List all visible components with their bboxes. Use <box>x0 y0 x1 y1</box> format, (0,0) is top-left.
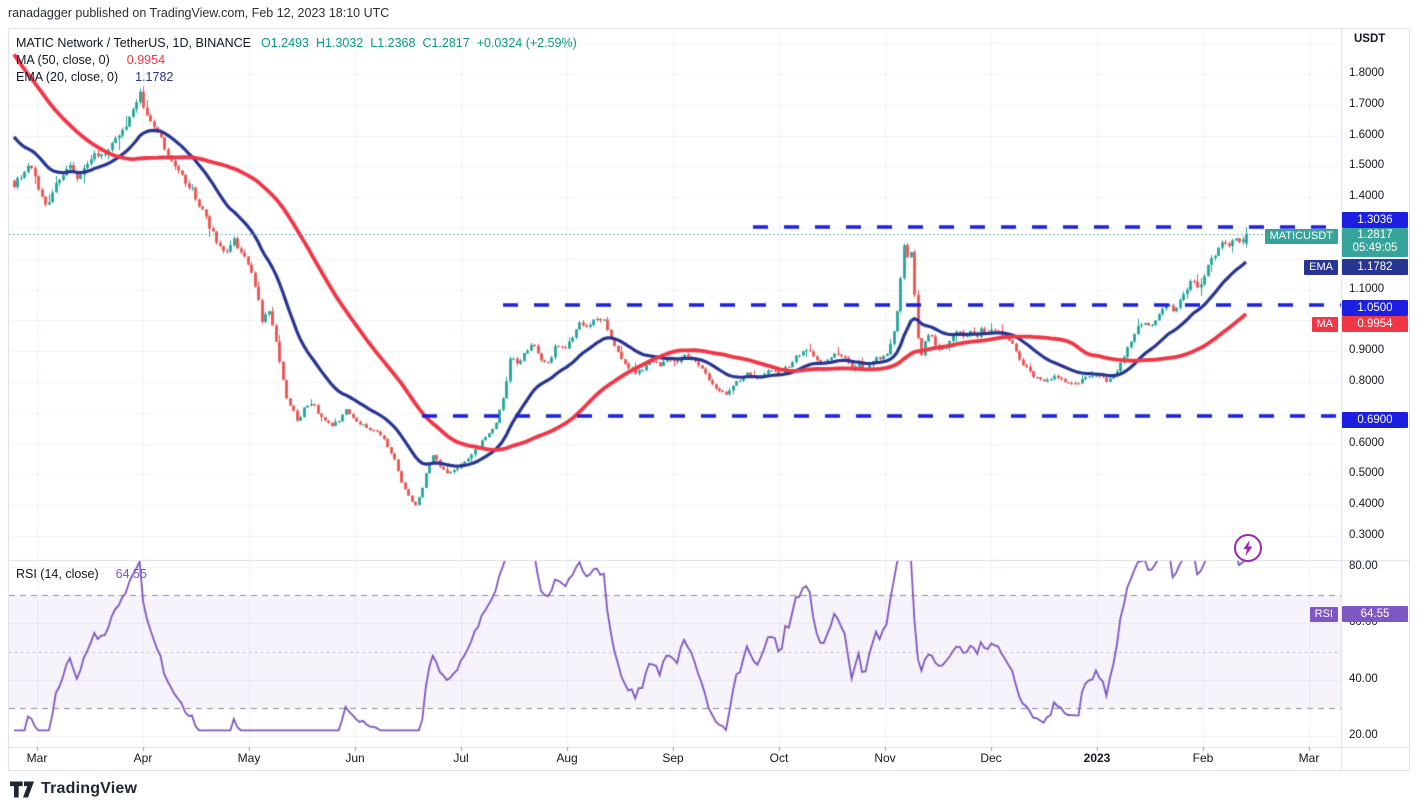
ema-legend-row[interactable]: EMA (20, close, 0) 1.1782 <box>16 70 173 84</box>
price-scale-currency: USDT <box>1354 33 1386 45</box>
rsi-legend-row[interactable]: RSI (14, close) 64.55 <box>16 567 147 581</box>
ma-price-badge: 0.9954 <box>1342 316 1408 332</box>
rsi-name-badge: RSI <box>1309 607 1338 622</box>
ma-name-badge: MA <box>1311 317 1338 332</box>
ohlc-high: H1.3032 <box>315 36 364 50</box>
ema-indicator-value: 1.1782 <box>135 70 174 84</box>
price-tick-label: 0.4000 <box>1349 498 1385 510</box>
time-axis-label: Mar <box>26 751 48 765</box>
time-axis-label: Dec <box>980 751 1002 765</box>
level-price-badge: 1.0500 <box>1342 300 1408 316</box>
time-axis-label: Aug <box>556 751 578 765</box>
price-tick-label: 1.6000 <box>1349 129 1385 141</box>
time-axis-label: Jul <box>453 751 469 765</box>
attribution-text: ranadagger published on TradingView.com,… <box>8 6 390 20</box>
ema-name-badge: EMA <box>1304 260 1338 275</box>
symbol-legend-row[interactable]: MATIC Network / TetherUS, 1D, BINANCE O1.… <box>16 36 584 50</box>
time-axis-label: May <box>237 751 261 765</box>
ma-indicator-label[interactable]: MA (50, close, 0) <box>16 53 110 67</box>
price-tick-label: 0.5000 <box>1349 467 1385 479</box>
time-axis-label: Mar <box>1298 751 1320 765</box>
tradingview-logo[interactable]: TradingView <box>10 780 137 798</box>
time-axis-label-year: 2023 <box>1083 751 1111 765</box>
last-price-value: 1.2817 <box>1357 229 1393 241</box>
ema-price-badge: 1.1782 <box>1342 259 1408 275</box>
price-tick-label: 1.7000 <box>1349 98 1385 110</box>
time-axis-label: Oct <box>769 751 789 765</box>
rsi-indicator-label[interactable]: RSI (14, close) <box>16 567 99 581</box>
bar-countdown: 05:49:05 <box>1352 242 1398 254</box>
symbol-title[interactable]: MATIC Network / TetherUS, 1D, BINANCE <box>16 36 252 50</box>
price-tick-label: 1.4000 <box>1349 190 1385 202</box>
rsi-value-badge: 64.55 <box>1342 606 1408 622</box>
price-tick-label: 1.8000 <box>1349 67 1385 79</box>
ema-indicator-label[interactable]: EMA (20, close, 0) <box>16 70 119 84</box>
rsi-indicator-value: 64.55 <box>115 567 147 581</box>
ohlc-low: L1.2368 <box>370 36 416 50</box>
ohlc-open: O1.2493 <box>261 36 309 50</box>
flash-marker-button[interactable] <box>1234 534 1262 562</box>
ma-indicator-value: 0.9954 <box>126 53 166 67</box>
time-axis-label: Apr <box>133 751 153 765</box>
last-price-badge: 1.2817 05:49:05 <box>1342 228 1408 257</box>
level-price-badge: 1.3036 <box>1342 212 1408 228</box>
price-tick-label: 0.3000 <box>1349 529 1385 541</box>
time-axis-label: Jun <box>345 751 365 765</box>
rsi-tick-label: 40.00 <box>1349 673 1378 685</box>
lightning-icon <box>1243 540 1253 556</box>
price-tick-label: 0.8000 <box>1349 375 1385 387</box>
chart-plot-canvas[interactable] <box>9 29 1409 770</box>
ma-legend-row[interactable]: MA (50, close, 0) 0.9954 <box>16 53 165 67</box>
time-axis-label: Sep <box>662 751 684 765</box>
price-tick-label: 0.9000 <box>1349 344 1385 356</box>
tradingview-logo-icon <box>10 781 34 797</box>
price-tick-label: 0.6000 <box>1349 437 1385 449</box>
ohlc-change: +0.0324 (+2.59%) <box>476 36 577 50</box>
ohlc-close: C1.2817 <box>422 36 470 50</box>
rsi-tick-label: 20.00 <box>1349 729 1378 741</box>
symbol-name-badge: MATICUSDT <box>1264 229 1338 244</box>
price-tick-label: 1.1000 <box>1349 283 1385 295</box>
price-tick-label: 1.5000 <box>1349 159 1385 171</box>
tradingview-logo-text: TradingView <box>41 780 138 797</box>
time-axis-label: Feb <box>1192 751 1214 765</box>
level-price-badge: 0.6900 <box>1342 412 1408 428</box>
time-axis-label: Nov <box>874 751 896 765</box>
rsi-tick-label: 80.00 <box>1349 560 1378 572</box>
